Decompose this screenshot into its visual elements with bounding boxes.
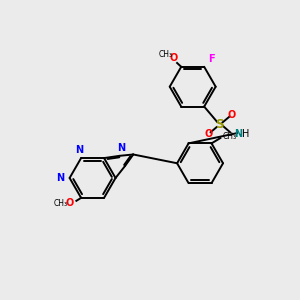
- Text: F: F: [208, 54, 214, 64]
- Text: N: N: [234, 129, 242, 139]
- Text: N: N: [117, 143, 125, 153]
- Text: H: H: [242, 129, 249, 139]
- Text: O: O: [228, 110, 236, 119]
- Text: O: O: [65, 198, 74, 208]
- Text: CH₃: CH₃: [223, 132, 237, 141]
- Text: O: O: [204, 129, 212, 139]
- Text: S: S: [215, 118, 224, 131]
- Text: N: N: [56, 173, 64, 183]
- Text: CH₃: CH₃: [53, 199, 68, 208]
- Text: O: O: [169, 53, 178, 63]
- Text: N: N: [76, 145, 84, 154]
- Text: CH₃: CH₃: [159, 50, 173, 59]
